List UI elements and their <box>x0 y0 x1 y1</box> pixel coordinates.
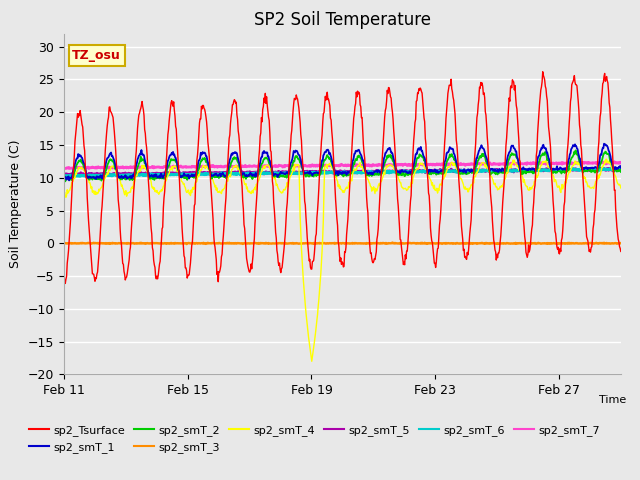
sp2_smT_5 <box>376 168 384 174</box>
sp2_Tsurface <box>81 148 88 154</box>
sp2_smT_5 <box>264 170 271 176</box>
sp2_smT_3 <box>293 240 301 246</box>
sp2_smT_5 <box>192 171 200 177</box>
sp2_smT_4 <box>376 180 384 186</box>
sp2_Tsurface <box>192 180 200 186</box>
sp2_smT_1 <box>600 141 608 146</box>
sp2_Tsurface <box>60 279 68 285</box>
Line: sp2_smT_2: sp2_smT_2 <box>64 150 621 181</box>
sp2_smT_5 <box>511 167 518 173</box>
sp2_smT_3 <box>183 241 191 247</box>
sp2_smT_6 <box>617 166 625 172</box>
sp2_smT_5 <box>617 166 625 172</box>
sp2_smT_6 <box>611 165 618 171</box>
sp2_Tsurface <box>293 95 301 101</box>
sp2_smT_4 <box>292 163 300 169</box>
sp2_smT_1 <box>81 162 88 168</box>
Text: TZ_osu: TZ_osu <box>72 49 121 62</box>
sp2_smT_1 <box>192 173 200 179</box>
sp2_smT_1 <box>65 178 73 183</box>
sp2_smT_7 <box>293 162 301 168</box>
Title: SP2 Soil Temperature: SP2 Soil Temperature <box>254 11 431 29</box>
sp2_smT_4 <box>263 163 271 168</box>
sp2_smT_2 <box>617 169 625 175</box>
sp2_smT_3 <box>60 240 68 246</box>
sp2_smT_7 <box>81 164 88 170</box>
sp2_smT_7 <box>617 160 625 166</box>
Line: sp2_smT_6: sp2_smT_6 <box>64 168 621 176</box>
sp2_smT_7 <box>376 162 384 168</box>
Line: sp2_smT_3: sp2_smT_3 <box>64 242 621 244</box>
sp2_smT_6 <box>60 173 68 179</box>
sp2_smT_5 <box>81 172 88 178</box>
Line: sp2_smT_4: sp2_smT_4 <box>64 159 621 361</box>
sp2_smT_4 <box>308 359 316 364</box>
Legend: sp2_Tsurface, sp2_smT_1, sp2_smT_2, sp2_smT_3, sp2_smT_4, sp2_smT_5, sp2_smT_6, : sp2_Tsurface, sp2_smT_1, sp2_smT_2, sp2_… <box>25 421 604 457</box>
sp2_smT_6 <box>511 168 518 174</box>
sp2_smT_2 <box>376 170 384 176</box>
sp2_smT_6 <box>293 170 301 176</box>
Line: sp2_smT_7: sp2_smT_7 <box>64 162 621 168</box>
sp2_smT_2 <box>293 153 301 159</box>
sp2_smT_3 <box>80 240 88 246</box>
Line: sp2_Tsurface: sp2_Tsurface <box>64 72 621 283</box>
sp2_smT_6 <box>192 171 200 177</box>
sp2_smT_1 <box>376 170 384 176</box>
sp2_smT_3 <box>376 240 384 246</box>
sp2_smT_3 <box>511 241 519 247</box>
sp2_smT_1 <box>617 165 625 170</box>
sp2_smT_1 <box>60 175 68 181</box>
Y-axis label: Soil Temperature (C): Soil Temperature (C) <box>10 140 22 268</box>
sp2_smT_2 <box>264 156 271 162</box>
sp2_smT_5 <box>605 166 613 171</box>
sp2_smT_2 <box>60 177 68 183</box>
sp2_smT_2 <box>81 165 88 171</box>
sp2_smT_4 <box>511 157 518 163</box>
sp2_smT_3 <box>617 240 625 246</box>
sp2_smT_4 <box>191 181 199 187</box>
sp2_Tsurface <box>511 87 518 93</box>
sp2_Tsurface <box>376 188 384 194</box>
sp2_smT_2 <box>511 152 518 158</box>
sp2_smT_5 <box>62 172 70 178</box>
sp2_Tsurface <box>539 69 547 74</box>
Line: sp2_smT_5: sp2_smT_5 <box>64 168 621 175</box>
Text: Time: Time <box>599 395 627 405</box>
sp2_smT_2 <box>61 179 69 184</box>
sp2_smT_4 <box>617 185 625 191</box>
sp2_smT_6 <box>76 173 83 179</box>
sp2_smT_7 <box>192 164 200 169</box>
sp2_smT_7 <box>511 161 518 167</box>
sp2_smT_1 <box>293 148 301 154</box>
sp2_smT_5 <box>60 171 68 177</box>
sp2_smT_6 <box>376 169 384 175</box>
sp2_smT_2 <box>192 176 200 181</box>
sp2_smT_7 <box>60 165 68 171</box>
sp2_smT_4 <box>80 168 88 173</box>
sp2_smT_3 <box>388 240 396 245</box>
sp2_smT_6 <box>81 173 88 179</box>
sp2_smT_4 <box>60 191 68 197</box>
sp2_smT_3 <box>192 240 200 246</box>
sp2_smT_7 <box>611 159 618 165</box>
sp2_smT_7 <box>62 166 70 171</box>
sp2_Tsurface <box>617 249 625 254</box>
sp2_Tsurface <box>61 280 69 286</box>
Line: sp2_smT_1: sp2_smT_1 <box>64 144 621 180</box>
sp2_smT_7 <box>264 163 271 169</box>
sp2_smT_5 <box>293 170 301 176</box>
sp2_smT_1 <box>511 145 518 151</box>
sp2_smT_4 <box>603 156 611 162</box>
sp2_smT_6 <box>264 170 271 176</box>
sp2_smT_2 <box>572 147 579 153</box>
sp2_smT_1 <box>264 150 271 156</box>
sp2_Tsurface <box>264 102 271 108</box>
sp2_smT_3 <box>264 240 271 246</box>
